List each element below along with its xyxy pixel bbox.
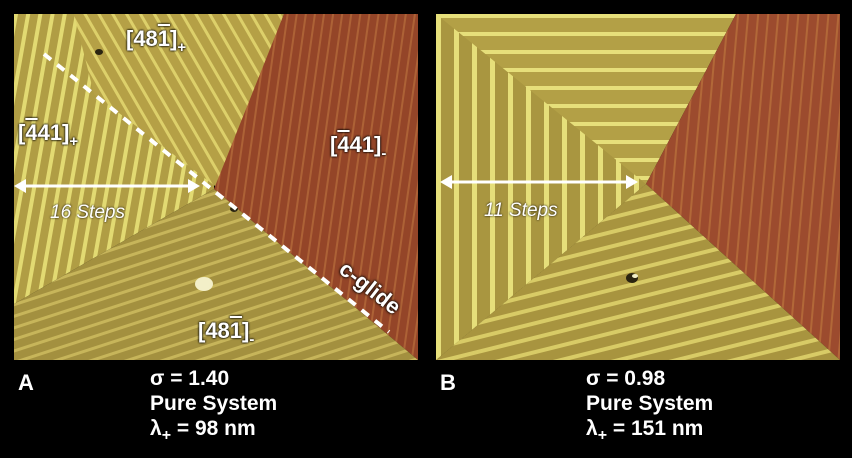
c-glide-line (42, 52, 391, 334)
label-direction-right-a: [441]- (330, 132, 387, 162)
defect-pit (195, 277, 213, 291)
caption-block-a: σ = 1.40 Pure System λ+ = 98 nm (150, 366, 277, 448)
afm-image-a (14, 14, 418, 360)
sigma-value-b: σ = 0.98 (586, 367, 666, 390)
label-direction-left-a: [441]+ (18, 120, 79, 150)
system-label-a: Pure System (150, 392, 278, 415)
caption-block-b: σ = 0.98 Pure System λ+ = 151 nm (586, 366, 713, 448)
afm-image-b (436, 14, 840, 360)
micrograph-b: 11 Steps (436, 14, 840, 360)
micrograph-a: [481]+ [441]+ [441]- [481]- 16 Steps c-g… (14, 14, 418, 360)
label-direction-top-a: [481]+ (126, 26, 187, 56)
steps-label-a: 16 Steps (50, 202, 125, 223)
system-label-b: Pure System (586, 392, 714, 415)
lambda-value-b: λ+ = 151 nm (586, 417, 704, 444)
lambda-value-a: λ+ = 98 nm (150, 417, 256, 444)
sigma-value-a: σ = 1.40 (150, 367, 230, 390)
label-direction-bottom-a: [481]- (198, 318, 255, 348)
steps-label-b: 11 Steps (484, 200, 558, 221)
caption-letter-a: A (18, 370, 34, 395)
caption-letter-b: B (440, 370, 456, 395)
